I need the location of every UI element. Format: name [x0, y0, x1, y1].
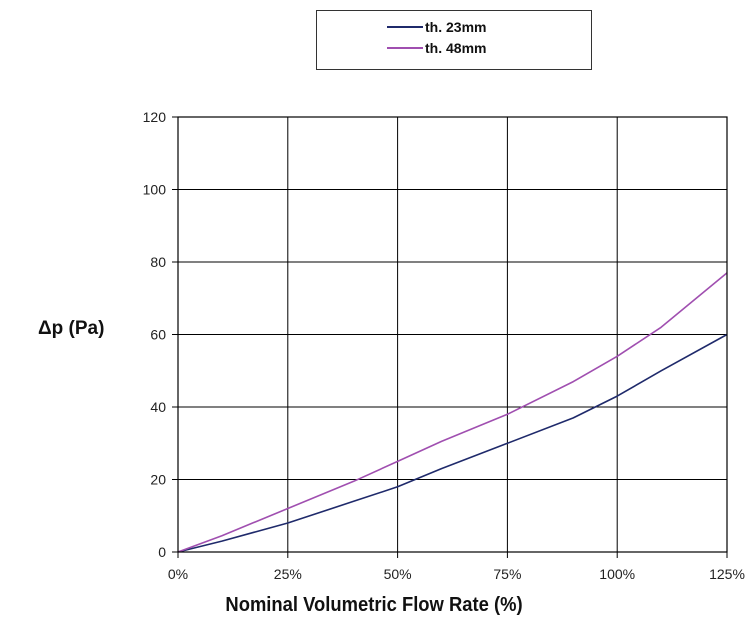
legend-swatch-series-1 [387, 26, 423, 28]
legend-item-series-1: th. 23mm [387, 18, 486, 36]
legend-label-series-2: th. 48mm [425, 40, 487, 56]
x-tick-label: 75% [493, 566, 521, 582]
y-tick-label: 100 [143, 182, 167, 198]
x-tick-labels: 0% 25% 50% 75% 100% 125% [168, 566, 745, 582]
series-layer [177, 272, 728, 553]
legend: th. 23mm th. 48mm [316, 10, 592, 70]
y-axis-label: Δp (Pa) [38, 318, 105, 339]
x-tick-label: 50% [384, 566, 412, 582]
x-axis-label: Nominal Volumetric Flow Rate (%) [225, 594, 523, 616]
x-tick-label: 25% [274, 566, 302, 582]
plot-frame [177, 116, 728, 553]
y-tick-label: 20 [150, 472, 166, 488]
y-tick-label: 0 [158, 544, 166, 560]
legend-swatch-series-2 [387, 47, 423, 49]
series-line-2 [177, 272, 728, 553]
y-tick-label: 80 [150, 254, 166, 270]
x-tick-label: 100% [599, 566, 635, 582]
x-tick-label: 125% [709, 566, 745, 582]
y-tick-labels: 0 20 40 60 80 100 120 [143, 109, 167, 560]
x-tick-label: 0% [168, 566, 188, 582]
series-line-1 [177, 333, 728, 553]
y-tick-label: 40 [150, 399, 166, 415]
y-tick-label: 60 [150, 327, 166, 343]
y-tick-label: 120 [143, 109, 167, 125]
legend-label-series-1: th. 23mm [425, 19, 487, 35]
grid [172, 116, 728, 558]
legend-item-series-2: th. 48mm [387, 39, 486, 57]
